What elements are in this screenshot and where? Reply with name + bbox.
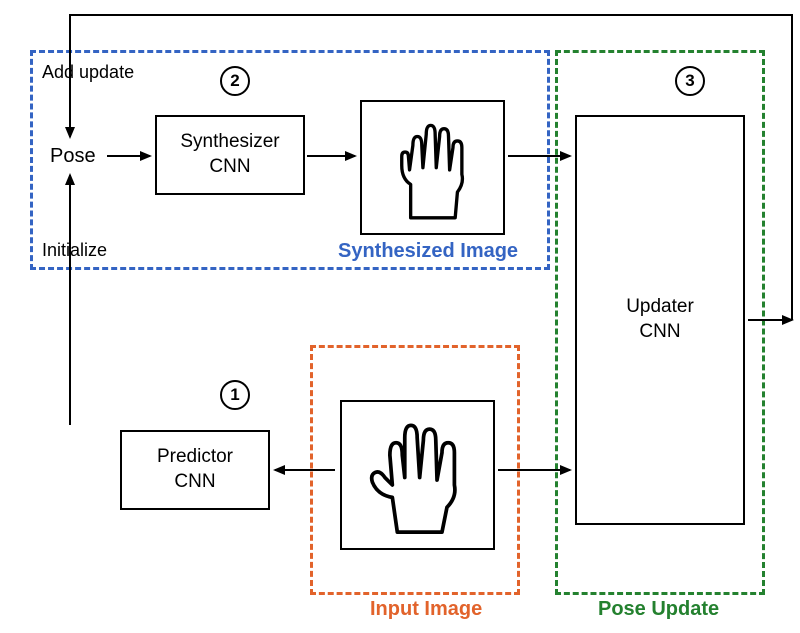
step-two-badge: 2 — [220, 66, 250, 96]
input_image-text: Input Image — [370, 598, 482, 621]
step-one-badge: 1 — [220, 380, 250, 410]
synth_image-text: Synthesized Image — [338, 240, 518, 263]
synthesizer-box: Synthesizer CNN — [155, 115, 305, 195]
initialize-text: Initialize — [42, 240, 107, 261]
add_update-text: Add update — [42, 62, 134, 83]
step-three-badge: 3 — [675, 66, 705, 96]
updater-label: Updater CNN — [626, 295, 694, 344]
input-hand-image — [340, 400, 495, 550]
predictor-box: Predictor CNN — [120, 430, 270, 510]
pose-text: Pose — [50, 145, 96, 168]
updater-box: Updater CNN — [575, 115, 745, 525]
predictor-label: Predictor CNN — [157, 445, 233, 494]
synthesized-hand-image — [360, 100, 505, 235]
pose_update-text: Pose Update — [598, 598, 719, 621]
synthesizer-label: Synthesizer CNN — [180, 130, 279, 179]
